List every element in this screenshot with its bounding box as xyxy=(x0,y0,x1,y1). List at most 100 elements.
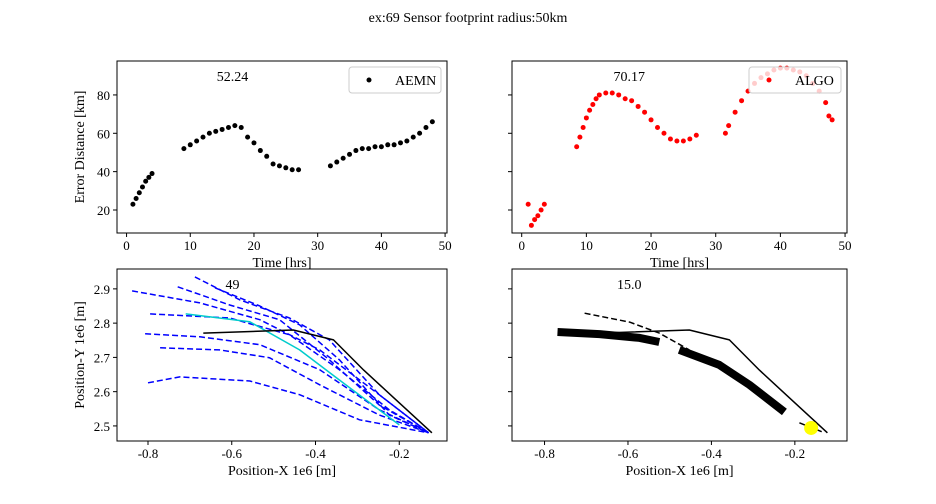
point xyxy=(353,148,359,154)
point xyxy=(661,130,667,136)
point xyxy=(194,138,200,144)
point xyxy=(528,222,534,228)
point xyxy=(429,119,435,125)
point xyxy=(206,130,212,136)
point xyxy=(596,92,602,98)
x-tick-label: 50 xyxy=(839,238,852,253)
point xyxy=(136,190,142,196)
point xyxy=(340,155,346,161)
point xyxy=(655,125,661,131)
point xyxy=(130,201,136,207)
point xyxy=(296,167,302,173)
x-tick-label: -0.2 xyxy=(389,446,410,461)
x-tick-label: -0.8 xyxy=(138,446,159,461)
axes: 0 10 20 30 40 50 70.17 Time [hrs] ALGO xyxy=(508,60,852,271)
line xyxy=(160,347,429,434)
frame xyxy=(511,60,848,234)
line xyxy=(214,287,429,434)
point xyxy=(577,134,583,140)
point xyxy=(232,123,238,129)
x-tick-label: 50 xyxy=(439,238,452,253)
annotation: 52.24 xyxy=(217,70,249,85)
point xyxy=(347,151,353,157)
point xyxy=(648,117,654,123)
point xyxy=(372,144,378,150)
point xyxy=(732,109,738,115)
point xyxy=(257,148,263,154)
point xyxy=(541,201,547,207)
point xyxy=(385,142,391,148)
blob-point xyxy=(804,420,819,435)
point xyxy=(687,136,693,142)
legend-marker xyxy=(766,77,772,83)
line xyxy=(203,329,433,434)
line xyxy=(194,276,430,434)
x-axis-label: Position-X 1e6 [m] xyxy=(625,464,733,479)
point xyxy=(590,102,596,108)
point xyxy=(674,138,680,144)
point xyxy=(829,117,835,123)
point xyxy=(423,125,429,131)
x-axis-label: Time [hrs] xyxy=(650,256,709,271)
plot xyxy=(130,119,435,207)
point xyxy=(587,107,593,113)
y-tick-label: 2.5 xyxy=(94,419,110,434)
point xyxy=(722,130,728,136)
axes: 0 10 20 30 40 50 20 40 60 80 52.24 Time [hrs] Error … xyxy=(73,60,452,271)
point xyxy=(609,90,615,96)
line xyxy=(131,290,430,434)
point xyxy=(213,128,219,134)
point xyxy=(525,201,531,207)
annotation: 49 xyxy=(226,278,240,293)
x-tick-label: -0.6 xyxy=(618,446,639,461)
point xyxy=(149,171,155,177)
legend-marker xyxy=(366,77,372,83)
point xyxy=(200,134,206,140)
point xyxy=(823,100,829,106)
y-tick-label: 2.9 xyxy=(94,282,110,297)
legend-box xyxy=(348,66,442,94)
x-axis-label: Position-X 1e6 [m] xyxy=(228,464,336,479)
point xyxy=(270,161,276,167)
point xyxy=(680,138,686,144)
point xyxy=(574,144,580,150)
x-tick-label: 40 xyxy=(774,238,787,253)
point xyxy=(276,163,282,169)
point xyxy=(139,184,145,190)
y-tick-label: 2.7 xyxy=(94,350,111,365)
frame xyxy=(116,268,448,442)
point xyxy=(739,98,745,104)
point xyxy=(359,146,365,152)
point xyxy=(251,140,257,146)
y-tick-label: 40 xyxy=(97,165,110,180)
figure-title: ex:69 Sensor footprint radius:50km xyxy=(369,11,568,26)
legend: ALGO xyxy=(748,66,842,94)
y-tick-label: 80 xyxy=(97,88,110,103)
point xyxy=(264,153,270,159)
point xyxy=(629,98,635,104)
frame xyxy=(511,268,848,442)
point xyxy=(616,92,622,98)
plot-area xyxy=(512,269,847,441)
plot-area xyxy=(117,269,447,441)
point xyxy=(187,142,193,148)
y-tick-label: 2.8 xyxy=(94,316,110,331)
point xyxy=(622,96,628,102)
x-tick-label: 20 xyxy=(645,238,658,253)
legend-label: ALGO xyxy=(795,74,834,89)
plot xyxy=(525,65,835,228)
point xyxy=(826,113,832,119)
point xyxy=(538,207,544,213)
line xyxy=(147,376,429,434)
y-axis-label: Position-Y 1e6 [m] xyxy=(73,301,88,409)
x-axis-label: Time [hrs] xyxy=(253,256,312,271)
point xyxy=(289,167,295,173)
line xyxy=(599,329,828,434)
point xyxy=(417,130,423,136)
point xyxy=(245,134,251,140)
annotation: 70.17 xyxy=(614,70,646,85)
x-tick-label: 10 xyxy=(580,238,593,253)
x-tick-label: -0.4 xyxy=(701,446,722,461)
x-tick-label: 40 xyxy=(375,238,388,253)
